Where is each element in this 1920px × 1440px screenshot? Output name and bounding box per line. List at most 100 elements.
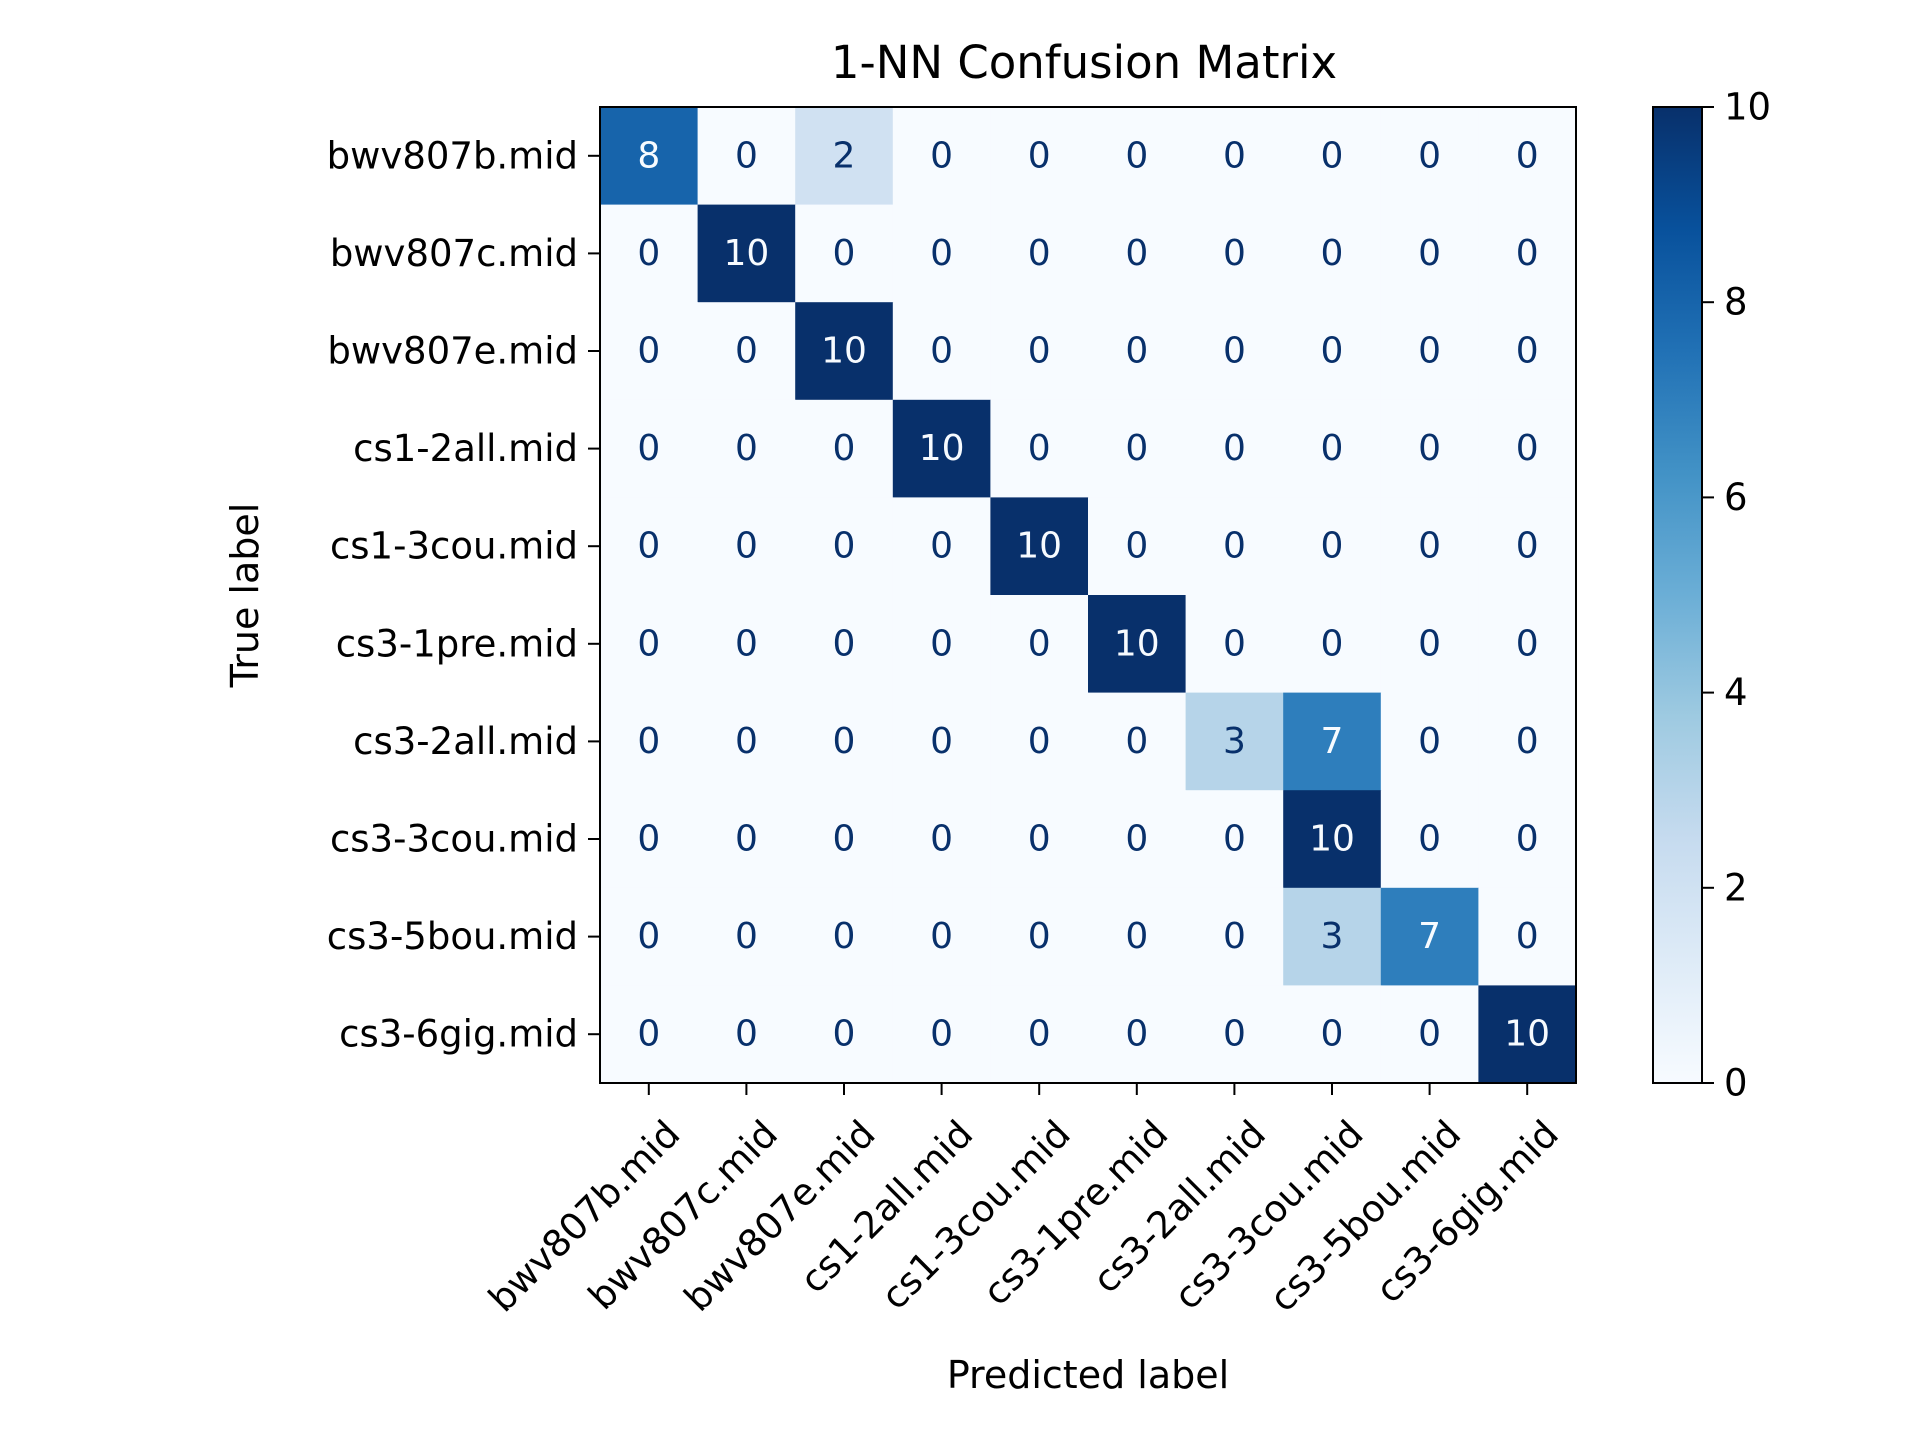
- chart-title: 1-NN Confusion Matrix: [831, 36, 1337, 89]
- cell-value-label: 0: [1321, 428, 1344, 469]
- cell-value-label: 0: [735, 331, 758, 372]
- matrix-cell: [1185, 887, 1284, 986]
- matrix-cell: [990, 497, 1089, 596]
- matrix-cell: [1380, 302, 1479, 401]
- y-axis: bwv807b.mid bwv807c.mid bwv807e.mid cs1-2al…: [327, 134, 600, 1056]
- cell-value-label: 0: [1321, 331, 1344, 372]
- cell-value-label: 0: [1125, 233, 1148, 274]
- matrix-cell: [1088, 595, 1187, 694]
- cell-value-label: 0: [1516, 331, 1539, 372]
- cell-value-label: 0: [833, 233, 856, 274]
- cell-value-label: 3: [1223, 721, 1246, 762]
- colorbar-tick-label: 4: [1724, 671, 1748, 714]
- y-tick-label: cs3-5bou.mid: [327, 915, 578, 958]
- cell-value-label: 0: [833, 623, 856, 664]
- cell-value-label: 0: [1321, 623, 1344, 664]
- cell-value-label: 0: [1223, 1014, 1246, 1055]
- cell-value-label: 10: [1309, 819, 1355, 860]
- cell-value-label: 0: [1125, 331, 1148, 372]
- matrix-cell: [1478, 692, 1577, 791]
- matrix-cell: [1478, 790, 1577, 889]
- matrix-cell: [697, 497, 796, 596]
- cell-value-label: 0: [735, 721, 758, 762]
- matrix-cell: [1380, 204, 1479, 303]
- cell-value-label: 0: [1516, 428, 1539, 469]
- matrix-cells: 8 0 2 0 0 0 0 0 0 0 0 10 0 0 0 0 0 0 0 0 0 0 10 0 0 0 0 0 0 0 0 0 0 10 0 0 0…: [600, 107, 1577, 1084]
- matrix-cell: [892, 887, 991, 986]
- cell-value-label: 0: [637, 526, 660, 567]
- cell-value-label: 3: [1321, 916, 1344, 957]
- y-tick-label: cs3-2all.mid: [353, 720, 578, 763]
- matrix-cell: [1380, 985, 1479, 1084]
- matrix-cell: [990, 204, 1089, 303]
- cell-value-label: 0: [1028, 819, 1051, 860]
- y-tick-label: bwv807b.mid: [327, 134, 578, 177]
- matrix-cell: [795, 692, 894, 791]
- cell-value-label: 0: [1028, 428, 1051, 469]
- cell-value-label: 0: [1028, 916, 1051, 957]
- cell-value-label: 0: [930, 819, 953, 860]
- matrix-cell: [990, 302, 1089, 401]
- matrix-cell: [1478, 497, 1577, 596]
- cell-value-label: 0: [1516, 233, 1539, 274]
- cell-value-label: 0: [1223, 623, 1246, 664]
- cell-value-label: 0: [735, 526, 758, 567]
- matrix-cell: [1478, 985, 1577, 1084]
- matrix-cell: [795, 399, 894, 498]
- cell-value-label: 0: [1028, 135, 1051, 176]
- cell-value-label: 0: [637, 721, 660, 762]
- cell-value-label: 2: [833, 135, 856, 176]
- cell-value-label: 7: [1321, 721, 1344, 762]
- cell-value-label: 0: [1516, 623, 1539, 664]
- matrix-cell: [892, 107, 991, 206]
- matrix-cell: [600, 985, 699, 1084]
- cell-value-label: 0: [735, 916, 758, 957]
- matrix-cell: [600, 887, 699, 986]
- matrix-cell: [600, 107, 699, 206]
- matrix-cell: [1283, 595, 1382, 694]
- matrix-cell: [1283, 399, 1382, 498]
- cell-value-label: 0: [930, 1014, 953, 1055]
- matrix-cell: [1088, 985, 1187, 1084]
- cell-value-label: 0: [930, 916, 953, 957]
- matrix-cell: [990, 107, 1089, 206]
- y-tick-label: cs1-2all.mid: [353, 427, 578, 470]
- cell-value-label: 0: [637, 331, 660, 372]
- cell-value-label: 0: [1418, 331, 1441, 372]
- cell-value-label: 0: [1223, 819, 1246, 860]
- matrix-cell: [795, 302, 894, 401]
- matrix-cell: [892, 204, 991, 303]
- cell-value-label: 7: [1418, 916, 1441, 957]
- matrix-cell: [600, 399, 699, 498]
- colorbar-tick-label: 0: [1724, 1062, 1748, 1105]
- cell-value-label: 0: [735, 428, 758, 469]
- matrix-cell: [1185, 692, 1284, 791]
- matrix-cell: [1283, 985, 1382, 1084]
- matrix-cell: [600, 302, 699, 401]
- matrix-cell: [1088, 497, 1187, 596]
- y-tick-label: cs1-3cou.mid: [330, 525, 578, 568]
- cell-value-label: 0: [1418, 623, 1441, 664]
- cell-value-label: 0: [1418, 1014, 1441, 1055]
- cell-value-label: 0: [1125, 526, 1148, 567]
- matrix-cell: [1478, 302, 1577, 401]
- x-axis: bwv807b.midbwv807c.midbwv807e.midcs1-2al…: [480, 1083, 1567, 1320]
- cell-value-label: 0: [1418, 819, 1441, 860]
- matrix-cell: [1283, 887, 1382, 986]
- cell-value-label: 0: [1321, 233, 1344, 274]
- matrix-cell: [795, 887, 894, 986]
- matrix-cell: [1283, 107, 1382, 206]
- cell-value-label: 0: [833, 428, 856, 469]
- colorbar-tick-label: 6: [1724, 476, 1748, 519]
- matrix-cell: [697, 204, 796, 303]
- cell-value-label: 0: [930, 623, 953, 664]
- matrix-cell: [1380, 497, 1479, 596]
- matrix-cell: [990, 692, 1089, 791]
- matrix-cell: [1478, 595, 1577, 694]
- cell-value-label: 0: [1418, 721, 1441, 762]
- cell-value-label: 0: [1321, 1014, 1344, 1055]
- colorbar-tick-label: 2: [1724, 866, 1748, 909]
- colorbar: [1652, 106, 1703, 1084]
- matrix-cell: [697, 692, 796, 791]
- matrix-cell: [697, 887, 796, 986]
